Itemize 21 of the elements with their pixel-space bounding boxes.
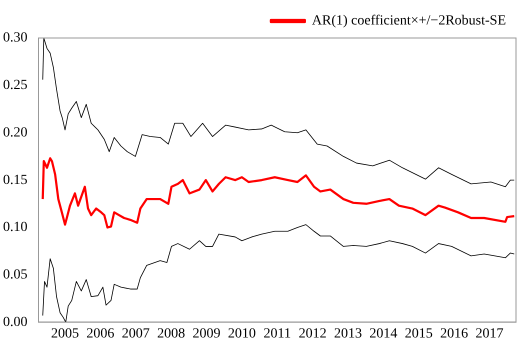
- x-tick-label: 2010: [228, 326, 256, 342]
- x-tick-label: 2007: [122, 326, 150, 342]
- y-tick-label: 0.30: [3, 30, 28, 46]
- y-tick-label: 0.20: [3, 125, 28, 140]
- y-tick-label: 0.10: [3, 220, 28, 236]
- x-tick-label: 2013: [334, 326, 362, 342]
- y-tick-label: 0.15: [3, 172, 28, 188]
- x-tick-label: 2015: [404, 326, 433, 342]
- x-tick-label: 2012: [298, 326, 327, 342]
- legend-label: AR(1) coefficient×+/−2Robust-SE: [312, 14, 506, 29]
- x-tick-label: 2008: [157, 326, 186, 342]
- x-tick-label: 2017: [475, 326, 504, 342]
- x-tick-label: 2011: [264, 326, 291, 342]
- x-tick-label: 2009: [192, 326, 221, 342]
- y-tick-label: 0.25: [3, 78, 28, 94]
- x-tick-label: 2006: [86, 326, 114, 342]
- y-tick-label: 0.05: [3, 268, 28, 283]
- x-tick-label: 2005: [51, 326, 80, 342]
- x-tick-label: 2014: [369, 326, 398, 342]
- x-tick-label: 2016: [440, 326, 468, 342]
- y-tick-label: 0.00: [3, 314, 28, 330]
